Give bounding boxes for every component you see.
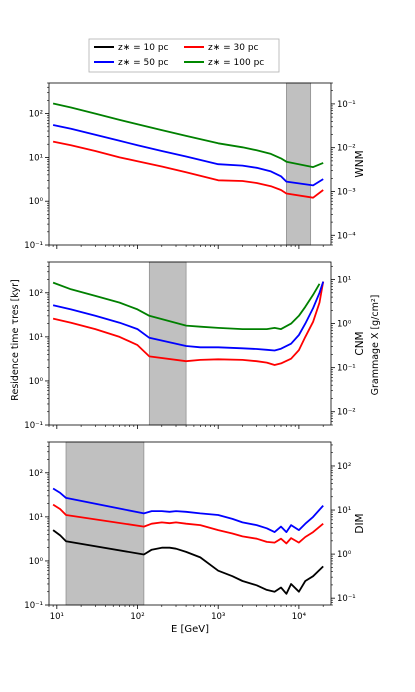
y-tick-label-right: 10⁻³ — [337, 187, 356, 197]
y-tick-label-left: 10¹ — [29, 153, 43, 163]
shaded-region — [148, 261, 187, 426]
x-tick-label: 10⁴ — [292, 612, 307, 622]
y-tick-label-left: 10¹ — [29, 513, 43, 523]
y-tick-label-right: 10⁻² — [337, 408, 356, 418]
y-axis-label-left: Residence time τres [kyr] — [10, 279, 21, 400]
y-tick-label-left: 10¹ — [29, 333, 43, 343]
y-tick-label-right: 10⁰ — [337, 550, 352, 560]
legend: z∗ = 10 pc z∗ = 30 pc z∗ = 50 pc z∗ = 10… — [88, 38, 280, 73]
y-tick-label-right: 10⁻¹ — [337, 100, 356, 110]
shaded-region — [65, 441, 145, 606]
y-tick-label-right: 10¹ — [337, 506, 351, 516]
y-tick-label-left: 10⁰ — [29, 197, 44, 207]
series-line — [52, 281, 325, 366]
y-tick-label-left: 10⁻¹ — [24, 241, 43, 251]
series-line — [52, 281, 321, 331]
y-tick-label-left: 10⁻¹ — [24, 421, 43, 431]
legend-label-z100: z∗ = 100 pc — [208, 58, 264, 68]
y-tick-label-left: 10² — [29, 289, 43, 299]
series-line — [52, 487, 324, 533]
series-line — [52, 529, 324, 595]
y-tick-label-left: 10⁰ — [29, 377, 44, 387]
panel-cnm: 10⁻¹ 10⁰ 10¹ 10² 10⁻² 10⁻¹ 10⁰ 10¹ CNM — [24, 261, 366, 431]
y-tick-label-left: 10² — [29, 469, 43, 479]
series-line — [52, 281, 325, 352]
y-axis-label-right: Grammage X [g/cm²] — [370, 295, 381, 396]
y-tick-label-right: 10⁰ — [337, 320, 352, 330]
x-axis-label: E [GeV] — [171, 624, 209, 635]
panel-name: CNM — [354, 331, 366, 355]
series-line — [52, 503, 324, 545]
series-line — [52, 102, 324, 169]
y-tick-label-right: 10² — [337, 462, 351, 472]
panel-name: WNM — [354, 150, 366, 177]
panel-name: DIM — [354, 513, 366, 533]
series-line — [52, 124, 324, 187]
legend-label-z50: z∗ = 50 pc — [118, 58, 169, 68]
y-tick-label-right: 10⁻¹ — [337, 594, 356, 604]
y-tick-label-right: 10¹ — [337, 276, 351, 286]
y-tick-label-left: 10⁻¹ — [24, 601, 43, 611]
y-tick-label-right: 10⁻⁴ — [337, 231, 356, 241]
legend-label-z10: z∗ = 10 pc — [118, 43, 169, 53]
y-tick-label-left: 10⁰ — [29, 557, 44, 567]
x-tick-label: 10¹ — [50, 612, 64, 622]
legend-label-z30: z∗ = 30 pc — [208, 43, 259, 53]
y-tick-label-left: 10² — [29, 110, 43, 120]
x-tick-label: 10³ — [211, 612, 225, 622]
axes-frame — [48, 261, 332, 426]
x-tick-label: 10² — [130, 612, 144, 622]
series-line — [52, 140, 324, 199]
y-tick-label-right: 10⁻² — [337, 144, 356, 154]
legend-frame — [88, 38, 280, 73]
y-tick-label-right: 10⁻¹ — [337, 364, 356, 374]
panel-wnm: 10⁻¹ 10⁰ 10¹ 10² 10⁻⁴ 10⁻³ 10⁻² 10⁻¹ WNM — [24, 82, 366, 251]
